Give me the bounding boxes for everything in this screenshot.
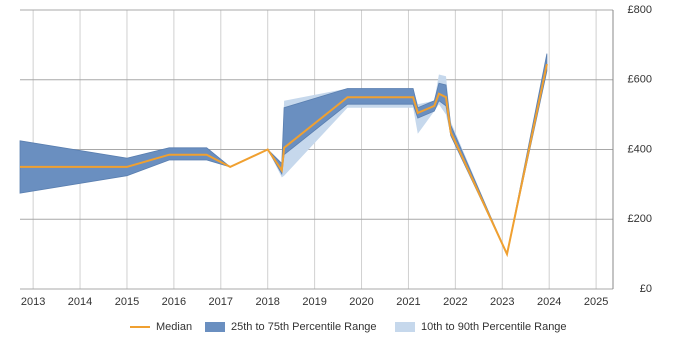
legend-swatch [395, 322, 415, 332]
x-tick-label: 2020 [349, 296, 373, 308]
x-tick-label: 2019 [302, 296, 326, 308]
x-tick-label: 2017 [209, 296, 233, 308]
x-tick-label: 2013 [21, 296, 45, 308]
legend-label: Median [156, 321, 192, 333]
y-tick-label: £0 [640, 283, 652, 295]
x-tick-label: 2025 [584, 296, 608, 308]
median-line [20, 63, 548, 258]
y-tick-label: £800 [628, 4, 652, 16]
legend-swatch [205, 322, 225, 332]
x-tick-label: 2022 [443, 296, 467, 308]
y-tick-label: £600 [628, 74, 652, 86]
x-tick-label: 2021 [396, 296, 420, 308]
legend-label: 10th to 90th Percentile Range [421, 321, 567, 333]
x-tick-label: 2023 [490, 296, 514, 308]
x-tick-label: 2015 [115, 296, 139, 308]
y-tick-label: £200 [628, 213, 652, 225]
legend-label: 25th to 75th Percentile Range [231, 321, 377, 333]
y-tick-label: £400 [628, 143, 652, 155]
x-tick-label: 2014 [68, 296, 92, 308]
x-tick-label: 2024 [537, 296, 561, 308]
x-tick-label: 2018 [255, 296, 279, 308]
x-tick-label: 2016 [162, 296, 186, 308]
